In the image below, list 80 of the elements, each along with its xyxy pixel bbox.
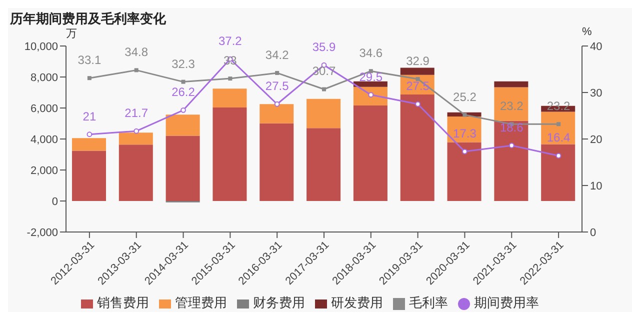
y-tick-label: 4,000 [30, 134, 58, 146]
point [86, 132, 92, 138]
bar [212, 108, 247, 201]
data-label: 32.9 [406, 54, 430, 68]
point [275, 70, 280, 75]
bar [400, 94, 434, 201]
point [274, 101, 280, 107]
data-label: 25.2 [453, 90, 477, 104]
bar [166, 136, 200, 201]
bar [118, 144, 153, 201]
legend-label: 毛利率 [409, 295, 448, 310]
point [181, 80, 186, 84]
point [87, 76, 92, 80]
point [508, 142, 514, 148]
data-label: 23.2 [500, 99, 524, 114]
data-label: 21 [82, 109, 96, 124]
legend-label: 管理费用 [175, 295, 227, 310]
data-label: 34.2 [265, 48, 290, 62]
legend-label: 销售费用 [97, 295, 149, 310]
bar [353, 106, 388, 201]
legend-label: 财务费用 [253, 295, 305, 310]
data-label: 27.5 [406, 79, 430, 94]
y-tick-label: 10,000 [24, 40, 58, 53]
legend-label: 研发费用 [331, 295, 383, 310]
bar [400, 68, 434, 75]
chart-title: 历年期间费用及毛利率变化 [10, 11, 166, 26]
legend-label: 期间费用率 [474, 295, 539, 310]
data-label: 17.3 [453, 126, 477, 141]
point [322, 87, 326, 92]
point [134, 128, 140, 134]
y2-axis-title: % [582, 26, 592, 38]
data-label: 26.2 [172, 85, 196, 100]
point [228, 76, 232, 81]
y-tick-label: 6,000 [30, 102, 58, 115]
point [462, 148, 468, 154]
bar [260, 123, 294, 201]
point [556, 122, 561, 126]
bar [118, 132, 153, 145]
data-label: 16.4 [546, 130, 571, 145]
bar [72, 150, 106, 201]
bar [541, 144, 576, 201]
y2-tick-label: 10 [590, 180, 602, 192]
bar [494, 120, 528, 201]
data-label: 27.5 [265, 79, 290, 94]
point [416, 77, 420, 82]
bar [260, 104, 294, 124]
bar [306, 128, 341, 201]
bar [306, 98, 341, 128]
y-tick-label: -2,000 [26, 226, 58, 239]
data-label: 34.6 [359, 46, 383, 60]
bar [212, 88, 247, 108]
point [134, 68, 138, 72]
point [556, 153, 562, 158]
data-label: 33.1 [78, 53, 102, 68]
bar [353, 81, 388, 87]
point [180, 107, 186, 113]
data-label: 32.3 [172, 56, 196, 71]
point [368, 92, 374, 98]
bar [494, 87, 528, 121]
y-tick-label: 8,000 [30, 72, 58, 84]
data-label: 35.9 [312, 40, 336, 54]
bar [72, 138, 106, 151]
y2-tick-label: 20 [590, 134, 602, 146]
y-axis-title: 万 [66, 27, 77, 41]
y2-tick-label: 30 [590, 87, 602, 100]
data-label: 37.2 [218, 34, 242, 48]
point [415, 101, 421, 107]
bar [447, 142, 482, 201]
bar [541, 112, 576, 144]
data-label: 29.5 [359, 70, 383, 84]
point [462, 112, 467, 117]
data-label: 18.6 [500, 120, 524, 135]
y-tick-label: 2,000 [30, 164, 58, 177]
y-tick-label: 0 [52, 196, 58, 208]
bar [166, 114, 200, 136]
bar [494, 81, 528, 88]
data-label: 21.7 [124, 106, 148, 120]
y2-tick-label: 40 [590, 40, 602, 53]
y2-tick-label: 0 [590, 226, 596, 239]
data-label: 34.8 [124, 45, 148, 60]
